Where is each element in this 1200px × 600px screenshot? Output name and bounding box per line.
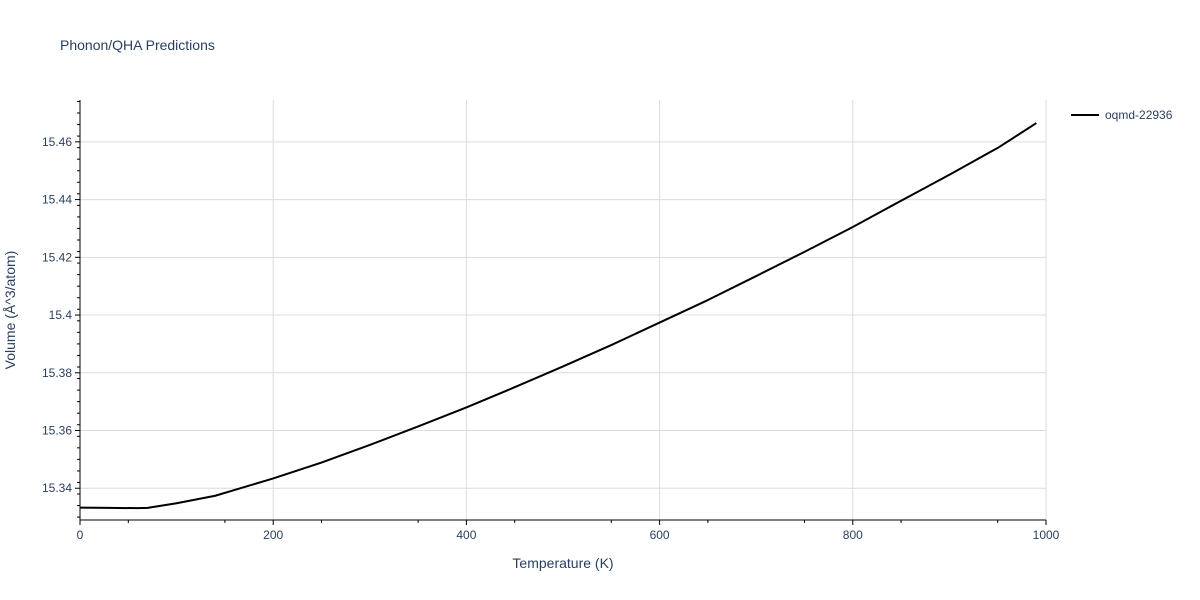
x-tick-label: 800 bbox=[843, 528, 863, 542]
series-line bbox=[79, 122, 1037, 510]
axis-layer bbox=[79, 100, 1046, 521]
y-tick-label: 15.42 bbox=[42, 250, 72, 264]
x-tick-label: 400 bbox=[456, 528, 476, 542]
y-tick-label: 15.38 bbox=[42, 366, 72, 380]
y-axis-title: Volume (Å^3/atom) bbox=[2, 251, 18, 370]
y-tick-label: 15.46 bbox=[42, 135, 72, 149]
y-tick-label: 15.4 bbox=[49, 308, 73, 322]
y-tick-label: 15.34 bbox=[42, 481, 72, 495]
legend-label: oqmd-22936 bbox=[1105, 108, 1173, 122]
x-tick-label: 0 bbox=[77, 528, 84, 542]
y-tick-label: 15.36 bbox=[42, 424, 72, 438]
chart-title: Phonon/QHA Predictions bbox=[60, 37, 215, 53]
x-tick-label: 200 bbox=[263, 528, 283, 542]
tick-layer: 0 200 400 600 800 1000 15.34 15.36 15.38 15.4 15.4… bbox=[42, 100, 1060, 542]
x-tick-label: 600 bbox=[650, 528, 670, 542]
x-tick-label: 1000 bbox=[1033, 528, 1060, 542]
x-axis-title: Temperature (K) bbox=[512, 555, 613, 571]
y-tick-label: 15.44 bbox=[42, 193, 72, 207]
legend[interactable]: oqmd-22936 bbox=[1071, 108, 1173, 122]
series-layer bbox=[79, 122, 1037, 510]
